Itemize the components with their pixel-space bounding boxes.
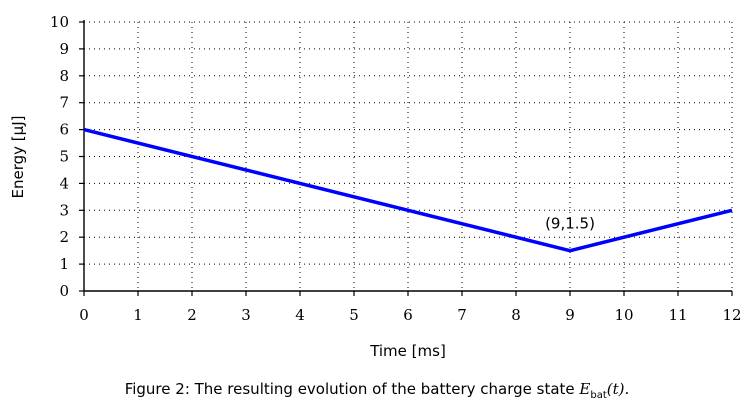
caption-text: Figure 2: The resulting evolution of the… <box>124 380 580 398</box>
caption-suffix: (t). <box>606 380 630 398</box>
x-tick-label: 6 <box>403 306 413 324</box>
y-tick-label: 1 <box>59 255 69 273</box>
grid <box>84 21 733 291</box>
y-tick-label: 4 <box>59 174 69 192</box>
y-axis-label: Energy [µJ] <box>9 116 27 199</box>
annotations: (9,1.5) <box>545 215 595 233</box>
y-tick-label: 8 <box>59 67 69 85</box>
y-tick-label: 9 <box>59 40 69 58</box>
x-axis-label: Time [ms] <box>369 342 446 360</box>
x-tick-label: 10 <box>614 306 633 324</box>
x-tick-label: 1 <box>133 306 143 324</box>
caption-subscript: bat <box>590 390 607 401</box>
y-tick-label: 3 <box>59 201 69 219</box>
x-tick-label: 11 <box>668 306 687 324</box>
x-tick-label: 3 <box>241 306 251 324</box>
caption-symbol-letter: E <box>579 380 591 398</box>
x-tick-label: 7 <box>457 306 467 324</box>
caption-symbol: Ebat(t). <box>579 380 630 401</box>
x-tick-label: 5 <box>349 306 359 324</box>
y-tick-label: 10 <box>50 13 69 31</box>
x-tick-label: 9 <box>565 306 575 324</box>
y-tick-label: 7 <box>59 94 69 112</box>
series-layer <box>83 127 733 253</box>
y-tick-label: 0 <box>59 282 69 300</box>
x-tick-label: 0 <box>79 306 89 324</box>
y-tick-label: 5 <box>59 148 69 166</box>
point-annotation: (9,1.5) <box>545 215 595 233</box>
x-tick-label: 12 <box>722 306 741 324</box>
series-line <box>83 127 733 253</box>
x-tick-label: 2 <box>187 306 197 324</box>
y-tick-label: 6 <box>59 121 69 139</box>
x-tick-label: 4 <box>295 306 305 324</box>
x-tick-label: 8 <box>511 306 521 324</box>
y-tick-label: 2 <box>59 228 69 246</box>
figure-caption: Figure 2: The resulting evolution of the… <box>0 380 754 401</box>
